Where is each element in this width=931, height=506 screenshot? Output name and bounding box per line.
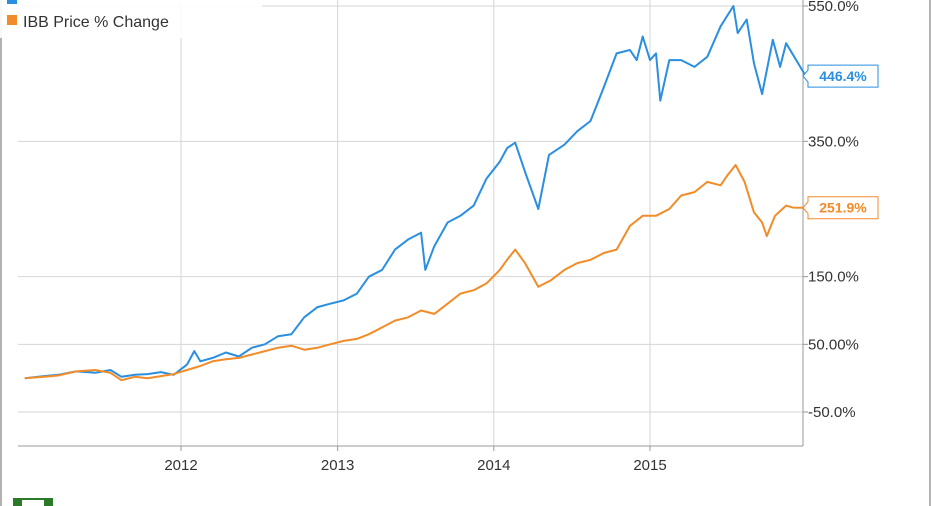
x-axis: 2012 2013 2014 2015 bbox=[164, 446, 667, 474]
x-tick-label: 2012 bbox=[164, 457, 197, 474]
y-axis: 550.0% 350.0% 150.0% 50.00% -50.0% bbox=[803, 0, 859, 421]
y-tick-label: 350.0% bbox=[808, 133, 859, 150]
x-tick-label: 2015 bbox=[633, 457, 666, 474]
x-tick-label: 2014 bbox=[477, 457, 510, 474]
end-label-2: 251.9% bbox=[819, 200, 867, 216]
series-line-1 bbox=[24, 5, 807, 380]
x-tick-label: 2013 bbox=[321, 457, 354, 474]
end-labels: 446.4% 251.9% bbox=[802, 64, 879, 220]
legend-background bbox=[0, 0, 262, 38]
legend: IBB Price % Change bbox=[0, 0, 262, 38]
y-tick-label: 550.0% bbox=[808, 0, 859, 15]
y-tick-label: -50.0% bbox=[808, 404, 856, 421]
end-label-box-1 bbox=[802, 64, 879, 88]
y-tick-label: 50.00% bbox=[808, 336, 859, 353]
legend-swatch-series-2 bbox=[7, 15, 17, 25]
y-tick-label: 150.0% bbox=[808, 269, 859, 286]
end-label-box-2 bbox=[802, 196, 879, 220]
ycharts-logo bbox=[13, 498, 53, 506]
end-label-1: 446.4% bbox=[819, 68, 867, 84]
series-line-2 bbox=[24, 164, 806, 382]
legend-label-series-2: IBB Price % Change bbox=[23, 14, 169, 31]
legend-swatch-series-1 bbox=[7, 0, 17, 4]
series-layer bbox=[24, 5, 807, 382]
grid bbox=[18, 0, 803, 446]
